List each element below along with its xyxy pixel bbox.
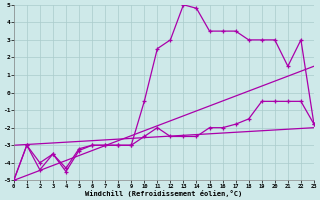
X-axis label: Windchill (Refroidissement éolien,°C): Windchill (Refroidissement éolien,°C) (85, 190, 243, 197)
